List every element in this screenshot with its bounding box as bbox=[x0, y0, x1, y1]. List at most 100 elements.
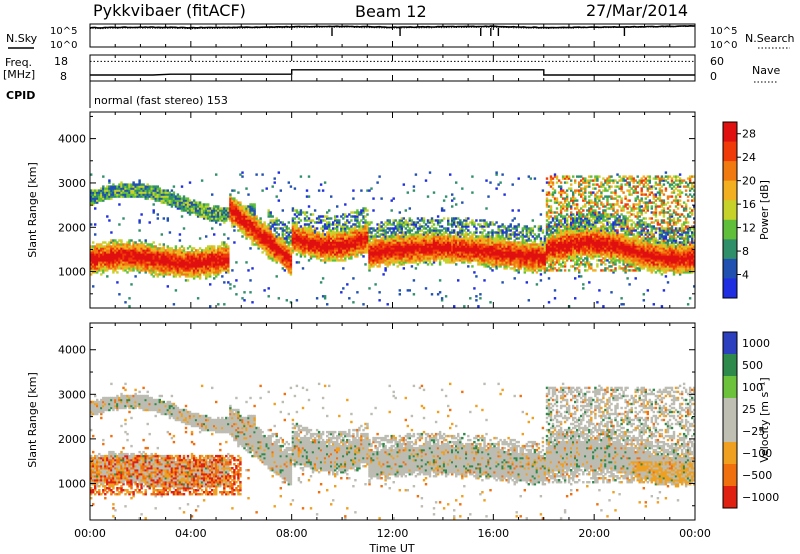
power-cell bbox=[227, 217, 230, 220]
power-cell bbox=[428, 235, 432, 238]
power-cell bbox=[459, 231, 462, 234]
power-cell bbox=[380, 249, 383, 252]
power-cell bbox=[420, 245, 424, 248]
power-cell bbox=[434, 243, 438, 246]
power-cell bbox=[124, 195, 127, 198]
power-cell bbox=[202, 259, 206, 262]
power-cell bbox=[336, 253, 339, 256]
power-cell bbox=[112, 241, 115, 244]
power-cell bbox=[321, 251, 325, 254]
power-cell bbox=[299, 175, 303, 178]
power-cell bbox=[358, 241, 361, 244]
power-cell bbox=[162, 273, 166, 276]
power-cell bbox=[106, 247, 109, 250]
power-cell bbox=[330, 243, 333, 246]
power-cell bbox=[182, 207, 186, 210]
power-cell bbox=[374, 255, 377, 258]
power-cell bbox=[90, 261, 93, 264]
power-cell bbox=[211, 271, 214, 274]
power-cell bbox=[509, 249, 512, 252]
power-cell bbox=[225, 261, 228, 264]
power-cell bbox=[202, 269, 206, 272]
power-cell bbox=[192, 275, 196, 278]
power-cell bbox=[213, 215, 216, 218]
power-cell bbox=[291, 221, 295, 224]
noise-panel: N.Sky 10^5 10^0 10^5 10^0 N.Search bbox=[6, 23, 795, 51]
power-cell bbox=[358, 223, 361, 226]
power-cell bbox=[166, 261, 170, 264]
power-cell bbox=[400, 263, 404, 266]
power-cell bbox=[120, 181, 123, 184]
power-cell bbox=[461, 229, 464, 232]
freq-line bbox=[90, 69, 695, 76]
power-cell bbox=[362, 241, 365, 244]
power-cell bbox=[114, 187, 117, 190]
power-cell bbox=[513, 261, 516, 264]
power-cell bbox=[267, 231, 270, 234]
power-cell bbox=[144, 195, 147, 198]
power-cell bbox=[471, 247, 474, 250]
power-cell bbox=[190, 275, 194, 278]
power-cell bbox=[275, 221, 278, 224]
power-cell bbox=[491, 237, 494, 240]
power-cell bbox=[358, 213, 361, 216]
power-cell bbox=[174, 261, 178, 264]
power-cell bbox=[108, 267, 111, 270]
power-cell bbox=[388, 263, 391, 266]
power-cell bbox=[465, 231, 468, 234]
power-cell bbox=[297, 249, 301, 252]
power-cell bbox=[392, 253, 395, 256]
power-cell bbox=[281, 249, 285, 252]
power-cell bbox=[545, 259, 549, 262]
power-cell bbox=[398, 227, 402, 230]
power-cell bbox=[479, 255, 482, 258]
power-cell bbox=[90, 273, 93, 276]
power-cell bbox=[297, 245, 301, 248]
power-cell bbox=[237, 205, 240, 208]
power-cell bbox=[388, 259, 391, 262]
power-cell bbox=[414, 221, 418, 224]
power-cell bbox=[519, 249, 522, 252]
power-cell bbox=[132, 193, 135, 196]
power-cell bbox=[551, 177, 555, 180]
power-cell bbox=[553, 215, 557, 218]
power-cell bbox=[382, 255, 385, 258]
power-cell bbox=[255, 217, 258, 220]
power-cell bbox=[241, 219, 244, 222]
power-cell bbox=[130, 253, 133, 256]
power-cell bbox=[289, 235, 293, 238]
power-cell bbox=[342, 227, 345, 230]
power-cell bbox=[449, 243, 452, 246]
noise-spikes bbox=[331, 28, 626, 36]
power-cell bbox=[261, 229, 264, 232]
power-cell bbox=[239, 223, 242, 226]
power-cell bbox=[481, 257, 484, 260]
power-cell bbox=[398, 245, 402, 248]
power-cell bbox=[124, 301, 127, 304]
power-cell bbox=[102, 267, 105, 270]
power-cell bbox=[313, 237, 317, 240]
power-cell bbox=[221, 217, 224, 220]
power-cell bbox=[348, 245, 351, 248]
power-cell bbox=[497, 249, 500, 252]
power-cell bbox=[386, 221, 389, 224]
power-cell bbox=[428, 245, 432, 248]
power-cell bbox=[211, 207, 214, 210]
power-cell bbox=[90, 269, 93, 272]
power-cell bbox=[110, 253, 113, 256]
power-cell bbox=[211, 269, 214, 272]
power-cell bbox=[176, 249, 180, 252]
power-cell bbox=[457, 233, 460, 236]
power-cell bbox=[174, 199, 178, 202]
power-cell bbox=[247, 219, 250, 222]
power-cell bbox=[410, 233, 414, 236]
power-cell bbox=[523, 259, 527, 262]
power-cell bbox=[356, 249, 359, 252]
power-cell bbox=[176, 259, 180, 262]
power-cell bbox=[217, 303, 220, 306]
power-cell bbox=[162, 195, 166, 198]
power-cell bbox=[541, 241, 545, 244]
power-cell bbox=[485, 207, 488, 210]
power-cell bbox=[174, 267, 178, 270]
power-cell bbox=[356, 253, 359, 256]
